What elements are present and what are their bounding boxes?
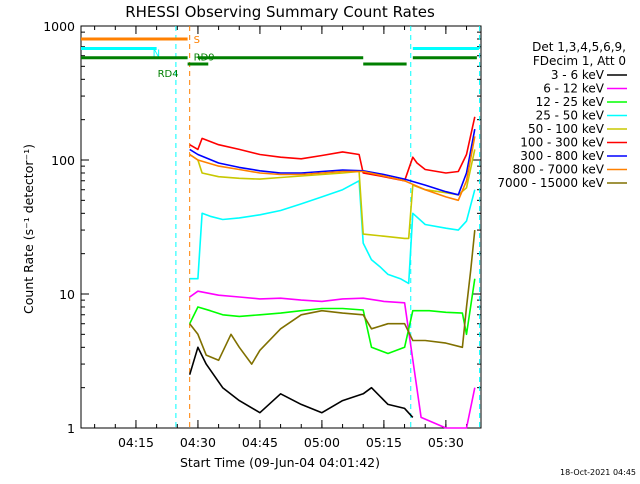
series-line-6 — [189, 128, 476, 196]
chart-title: RHESSI Observing Summary Count Rates — [125, 3, 435, 21]
x-tick-label: 04:15 — [118, 435, 154, 450]
legend-entry-label: 12 - 25 keV — [536, 95, 605, 109]
series-line-2 — [188, 278, 476, 355]
y-tick-label: 10 — [59, 287, 75, 302]
legend-entry-label: 3 - 6 keV — [551, 68, 605, 82]
legend-header-line-2: FDecim 1, Att 0 — [533, 54, 626, 68]
legend-entry-label: 100 - 300 keV — [520, 136, 604, 150]
series-line-5 — [189, 116, 476, 182]
flag-label-rd9: RD9 — [194, 53, 215, 64]
y-tick-label: 1 — [67, 421, 75, 436]
y-axis-label: Count Rate (s⁻¹ detector⁻¹) — [21, 144, 36, 314]
legend-entry-label: 50 - 100 keV — [528, 122, 605, 136]
x-tick-label: 05:30 — [428, 435, 464, 450]
footer-date: 18-Oct-2021 04:45 — [560, 468, 636, 477]
y-tick-label: 100 — [51, 153, 75, 168]
x-axis-label: Start Time (09-Jun-04 04:01:42) — [180, 455, 380, 470]
flag-label-n: N — [153, 48, 160, 59]
series-line-7 — [189, 136, 476, 202]
legend-entry-label: 6 - 12 keV — [543, 82, 605, 96]
y-tick-label: 1000 — [43, 19, 75, 34]
legend-entry-label: 300 - 800 keV — [520, 149, 604, 163]
x-tick-label: 04:30 — [180, 435, 216, 450]
series-line-1 — [189, 290, 476, 429]
legend-header-line-1: Det 1,3,4,5,6,9, — [532, 40, 626, 54]
x-tick-label: 05:15 — [366, 435, 402, 450]
series-line-0 — [188, 346, 414, 418]
legend-entry-label: 25 - 50 keV — [536, 109, 605, 123]
plot-area: 1 10 100 1000 04:15 04:30 04:45 05:00 05:15 05:30… — [43, 19, 482, 450]
series-line-8 — [189, 230, 476, 365]
legend-entry-label: 800 - 7000 keV — [513, 163, 605, 177]
x-tick-label: 05:00 — [304, 435, 340, 450]
legend-entry-label: 7000 - 15000 keV — [497, 176, 604, 190]
flag-label-rd4: RD4 — [158, 69, 179, 80]
flag-label-s: S — [194, 35, 200, 46]
x-tick-label: 04:45 — [242, 435, 278, 450]
